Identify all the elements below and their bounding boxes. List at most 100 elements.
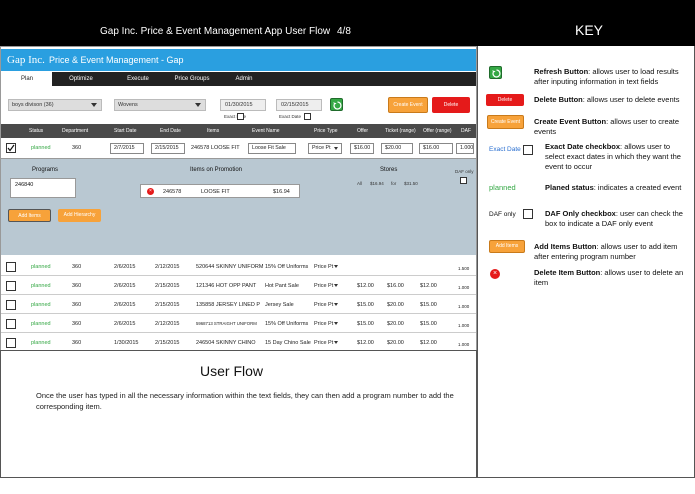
- add-hierarchy-button[interactable]: Add Hierarchy: [58, 209, 101, 222]
- offer-range-value: $12.00: [420, 340, 437, 346]
- tab-optimize[interactable]: Optimize: [52, 72, 110, 86]
- offer-range-field[interactable]: $16.00: [419, 143, 453, 154]
- offer-value: $15.00: [357, 321, 374, 327]
- price-type-value: Price Pt: [314, 340, 334, 346]
- tab-bar-filler: [270, 72, 476, 86]
- refresh-button[interactable]: [330, 98, 343, 111]
- start-date-field[interactable]: 2/7/2015: [110, 143, 144, 154]
- row-checkbox[interactable]: [6, 143, 16, 153]
- row-checkbox[interactable]: [6, 262, 16, 272]
- event-name-value: Hot Pant Sale: [265, 283, 299, 289]
- event-name-value: Jersey Sale: [265, 302, 294, 308]
- start-date-value: 2/6/2015: [114, 264, 136, 270]
- status-planned: planned: [31, 302, 51, 308]
- key-exact-date-text: Exact Date checkbox: allows user to sele…: [545, 142, 681, 171]
- key-create-event-text: Create Event Button: allows user to crea…: [534, 117, 680, 136]
- item-value: 246504 SKINNY CHINO: [196, 340, 256, 346]
- ticket-range-field[interactable]: $20.00: [381, 143, 413, 154]
- app-name: Price & Event Management - Gap: [49, 55, 184, 65]
- end-date-value: 2/15/2015: [155, 283, 180, 289]
- offer-value: $12.00: [357, 283, 374, 289]
- program-number-input[interactable]: 246840: [10, 178, 76, 198]
- end-date-input[interactable]: 02/15/2015: [276, 99, 322, 111]
- col-daf: DAF: [461, 128, 471, 134]
- department-value: 360: [72, 340, 82, 346]
- daf-field[interactable]: 1.000: [456, 143, 474, 154]
- tab-price-groups[interactable]: Price Groups: [166, 72, 218, 86]
- event-name-value: 15% Off Uniforms: [265, 321, 309, 327]
- delete-button[interactable]: Delete: [432, 97, 470, 113]
- price-type-value: Price Pt: [314, 283, 334, 289]
- category-select[interactable]: Wovens: [114, 99, 206, 111]
- stores-for: for: [391, 181, 397, 186]
- exact-date-checkbox-end[interactable]: [304, 113, 311, 120]
- key-panel: [477, 46, 695, 478]
- end-date-field[interactable]: 2/15/2015: [151, 143, 185, 154]
- key-delete-button: Delete: [486, 94, 524, 106]
- stores-label: Stores: [380, 167, 398, 173]
- category-value: Wovens: [118, 102, 138, 108]
- table-row: [1, 314, 476, 333]
- daf-only-label: DAF only: [455, 169, 474, 174]
- add-items-button[interactable]: Add Items: [8, 209, 51, 222]
- item-value: 246578 LOOSE FIT: [191, 145, 240, 151]
- col-department: Department: [62, 128, 89, 134]
- department-value: 360: [72, 283, 82, 289]
- offer-value: $15.00: [357, 302, 374, 308]
- promo-item-code: 246578: [163, 189, 182, 195]
- start-date-input[interactable]: 01/30/2015: [220, 99, 266, 111]
- offer-range-value: $15.00: [420, 302, 437, 308]
- division-value: boys divison (36): [12, 102, 54, 108]
- key-daf-only-checkbox: [523, 209, 533, 219]
- exact-date-checkbox-start[interactable]: [237, 113, 244, 120]
- app-header: Gap Inc. Price & Event Management - Gap: [1, 49, 476, 71]
- start-date-value: 2/6/2015: [114, 321, 136, 327]
- status-planned: planned: [31, 264, 51, 270]
- create-event-button[interactable]: Create Event: [388, 97, 428, 113]
- end-date-value: 2/15/2015: [155, 302, 180, 308]
- tab-plan[interactable]: Plan: [4, 72, 50, 86]
- daf-value: 1.000: [458, 304, 470, 309]
- item-value: 5968713 STRAIGHT UNIFORM: [196, 321, 257, 326]
- col-offer-range: Offer (range): [423, 128, 452, 134]
- page-number: 4/8: [337, 26, 351, 37]
- stores-high-price: $31.50: [404, 181, 418, 186]
- daf-value: 1.500: [458, 266, 470, 271]
- delete-item-button[interactable]: ×: [147, 188, 154, 195]
- key-planned-text: Planed status: indicates a created event: [545, 183, 682, 192]
- brand-logo: Gap Inc.: [7, 54, 45, 66]
- key-daf-only-label: DAF only: [489, 211, 516, 218]
- programs-label: Programs: [32, 167, 59, 173]
- table-row: [1, 295, 476, 314]
- status-planned: planned: [31, 145, 51, 151]
- exact-date-label-end: Exact Date: [279, 114, 302, 119]
- ticket-range-value: $20.00: [387, 340, 404, 346]
- ticket-range-value: $20.00: [387, 321, 404, 327]
- key-exact-date-checkbox: [523, 145, 533, 155]
- row-checkbox[interactable]: [6, 300, 16, 310]
- status-planned: planned: [31, 321, 51, 327]
- title-bar: Gap Inc. Price & Event Management App Us…: [0, 0, 695, 46]
- daf-only-checkbox[interactable]: [460, 177, 467, 184]
- chevron-down-icon: [334, 341, 338, 344]
- end-date-value: 2/12/2015: [155, 264, 180, 270]
- department-value: 360: [72, 145, 82, 151]
- division-select[interactable]: boys divison (36): [8, 99, 102, 111]
- ticket-range-value: $16.00: [387, 283, 404, 289]
- tab-admin[interactable]: Admin: [218, 72, 270, 86]
- end-date-value: 2/12/2015: [155, 321, 180, 327]
- row-checkbox[interactable]: [6, 319, 16, 329]
- offer-value: $12.00: [357, 340, 374, 346]
- key-add-items-text: Add Items Button: allows user to add ite…: [534, 242, 678, 261]
- promo-item-name: LOOSE FIT: [201, 189, 230, 195]
- row-checkbox[interactable]: [6, 281, 16, 291]
- chevron-down-icon: [334, 284, 338, 287]
- key-planned-status: planned: [489, 183, 516, 192]
- col-status: Status: [29, 128, 44, 134]
- price-type-select[interactable]: Price Pt: [308, 143, 342, 154]
- tab-execute[interactable]: Execute: [110, 72, 166, 86]
- offer-field[interactable]: $16.00: [350, 143, 374, 154]
- daf-value: 1.000: [458, 323, 470, 328]
- row-checkbox[interactable]: [6, 338, 16, 348]
- event-name-field[interactable]: Loose Fit Sale: [248, 143, 296, 154]
